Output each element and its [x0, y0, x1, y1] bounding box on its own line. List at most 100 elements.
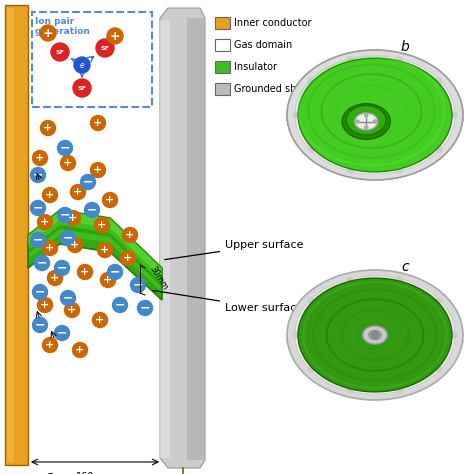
Text: −: − [140, 301, 150, 315]
Text: +: + [68, 213, 78, 223]
Text: +: + [70, 240, 80, 250]
Circle shape [91, 116, 106, 130]
Circle shape [365, 114, 368, 117]
Polygon shape [28, 210, 162, 300]
Circle shape [347, 167, 354, 173]
Polygon shape [28, 225, 162, 287]
Text: −: − [35, 285, 45, 299]
Text: b: b [401, 40, 410, 54]
Text: −: − [63, 231, 73, 245]
Ellipse shape [298, 58, 452, 172]
Circle shape [130, 277, 146, 292]
Text: −: − [133, 279, 143, 292]
Circle shape [61, 155, 75, 171]
Circle shape [37, 298, 53, 312]
Circle shape [37, 215, 53, 229]
Circle shape [55, 326, 70, 340]
Text: Grounded shell: Grounded shell [234, 84, 308, 94]
Ellipse shape [287, 50, 463, 180]
Text: −: − [37, 256, 47, 270]
Circle shape [33, 318, 47, 332]
Circle shape [365, 126, 368, 129]
Circle shape [451, 332, 457, 338]
Text: −: − [60, 142, 70, 155]
Circle shape [107, 28, 123, 44]
Bar [215, 17, 230, 29]
Text: +: + [103, 275, 113, 285]
Circle shape [100, 273, 116, 288]
Text: −: − [63, 292, 73, 304]
Text: +: + [105, 195, 115, 205]
Text: −: − [57, 327, 67, 339]
Circle shape [40, 120, 55, 136]
Circle shape [112, 298, 128, 312]
Circle shape [308, 298, 314, 304]
Circle shape [308, 146, 314, 153]
Circle shape [396, 167, 402, 173]
Polygon shape [160, 8, 205, 468]
Bar [215, 61, 230, 73]
Ellipse shape [298, 278, 452, 392]
Polygon shape [187, 18, 205, 460]
Text: −: − [57, 262, 67, 274]
Circle shape [61, 230, 75, 246]
Circle shape [374, 120, 376, 123]
Circle shape [356, 120, 359, 123]
Text: c: c [401, 260, 409, 274]
Circle shape [102, 192, 118, 208]
Text: +: + [109, 29, 120, 43]
Circle shape [67, 237, 82, 253]
Text: +: + [81, 267, 90, 277]
Text: −: − [35, 319, 45, 331]
Circle shape [43, 240, 57, 255]
Text: +: + [36, 153, 45, 163]
Circle shape [347, 56, 354, 63]
Circle shape [92, 312, 108, 328]
Text: +: + [97, 220, 107, 230]
Circle shape [122, 228, 137, 243]
Circle shape [64, 302, 80, 318]
Circle shape [372, 331, 379, 338]
Circle shape [40, 25, 56, 41]
Text: 30mm: 30mm [148, 264, 170, 292]
Circle shape [55, 261, 70, 275]
Text: +: + [100, 245, 109, 255]
Polygon shape [5, 5, 28, 465]
Text: −: − [83, 175, 93, 189]
Text: −: − [33, 234, 43, 246]
Circle shape [47, 271, 63, 285]
Circle shape [74, 57, 90, 73]
Text: e: e [80, 61, 84, 70]
Text: +: + [40, 217, 50, 227]
Text: +: + [64, 158, 73, 168]
Polygon shape [160, 20, 170, 458]
Text: Insulator: Insulator [234, 62, 277, 72]
Circle shape [436, 298, 442, 304]
Circle shape [78, 264, 92, 280]
Text: Upper surface: Upper surface [165, 240, 303, 260]
Circle shape [396, 388, 402, 394]
Text: +: + [40, 300, 50, 310]
Ellipse shape [295, 56, 455, 174]
Text: −: − [87, 203, 97, 217]
Polygon shape [28, 235, 162, 300]
Ellipse shape [295, 276, 455, 394]
Circle shape [396, 56, 402, 63]
Circle shape [43, 188, 57, 202]
Circle shape [293, 112, 299, 118]
Circle shape [96, 39, 114, 57]
Ellipse shape [363, 326, 387, 344]
Circle shape [30, 233, 46, 247]
Ellipse shape [355, 113, 378, 130]
Text: +: + [73, 187, 82, 197]
Circle shape [347, 276, 354, 283]
Text: SF: SF [100, 46, 109, 51]
Circle shape [396, 276, 402, 283]
Circle shape [91, 163, 106, 177]
Text: +: + [50, 273, 60, 283]
Text: a: a [46, 470, 54, 474]
Circle shape [33, 151, 47, 165]
Bar [32, 12, 152, 107]
Circle shape [73, 79, 91, 97]
Circle shape [65, 210, 81, 226]
